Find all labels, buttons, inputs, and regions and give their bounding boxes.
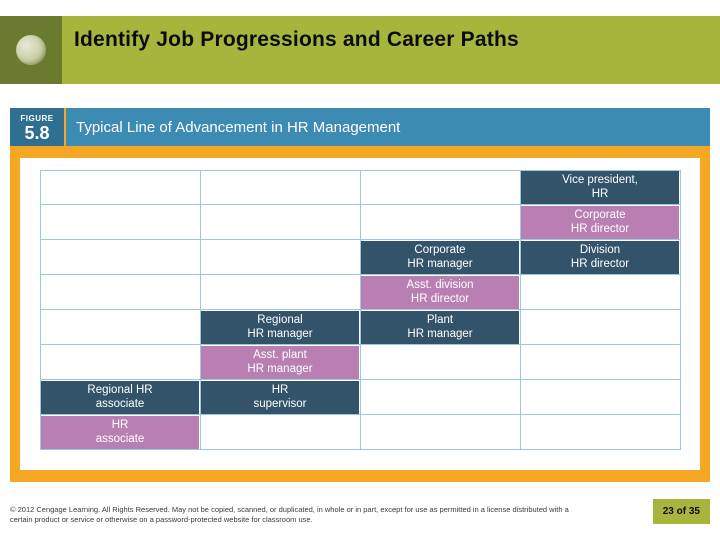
figure-label: FIGURE: [20, 114, 53, 123]
career-cell: CorporateHR director: [521, 206, 679, 239]
career-cell: HRsupervisor: [201, 381, 359, 414]
career-cell-line: Vice president,: [562, 174, 638, 187]
career-cell-line: HR manager: [247, 363, 312, 376]
copyright-text: © 2012 Cengage Learning. All Rights Rese…: [10, 505, 570, 524]
career-cell-line: Corporate: [414, 244, 465, 257]
career-cell-line: HR: [272, 384, 289, 397]
career-cell-line: Asst. plant: [253, 349, 307, 362]
career-cell-line: supervisor: [253, 398, 306, 411]
figure-band: FIGURE 5.8 Typical Line of Advancement i…: [10, 108, 710, 146]
career-cell: RegionalHR manager: [201, 311, 359, 344]
page-title: Identify Job Progressions and Career Pat…: [74, 28, 519, 52]
figure-number-box: FIGURE 5.8: [10, 108, 66, 146]
career-cell-line: HR manager: [247, 328, 312, 341]
career-cell: Vice president,HR: [521, 171, 679, 204]
career-cell: Regional HRassociate: [41, 381, 199, 414]
page-number-badge: 23 of 35: [653, 499, 710, 524]
career-cell-line: HR: [112, 419, 129, 432]
grid-vline: [680, 170, 681, 450]
swirl-icon: [16, 35, 46, 65]
career-cell-line: Asst. division: [406, 279, 473, 292]
career-cell: CorporateHR manager: [361, 241, 519, 274]
career-cell: DivisionHR director: [521, 241, 679, 274]
career-cell-line: associate: [96, 433, 145, 446]
career-cell-line: Regional: [257, 314, 302, 327]
career-cell-line: Plant: [427, 314, 453, 327]
career-cell-line: Regional HR: [87, 384, 152, 397]
career-cell-line: HR: [592, 188, 609, 201]
career-cell-line: associate: [96, 398, 145, 411]
chart-area: Vice president,HRCorporateHR directorCor…: [20, 158, 700, 470]
figure-number: 5.8: [24, 124, 49, 142]
figure-title: Typical Line of Advancement in HR Manage…: [76, 119, 400, 136]
career-cell-line: HR director: [571, 223, 629, 236]
header-icon-box: [0, 16, 62, 84]
grid-vline: [360, 170, 361, 450]
figure-frame: FIGURE 5.8 Typical Line of Advancement i…: [10, 108, 710, 482]
career-cell-line: HR director: [571, 258, 629, 271]
career-cell: Asst. divisionHR director: [361, 276, 519, 309]
career-cell: PlantHR manager: [361, 311, 519, 344]
career-cell-line: Division: [580, 244, 620, 257]
career-cell: Asst. plantHR manager: [201, 346, 359, 379]
career-cell-line: HR manager: [407, 328, 472, 341]
career-cell-line: HR manager: [407, 258, 472, 271]
career-cell-line: HR director: [411, 293, 469, 306]
career-cell-line: Corporate: [574, 209, 625, 222]
career-cell: HRassociate: [41, 416, 199, 449]
